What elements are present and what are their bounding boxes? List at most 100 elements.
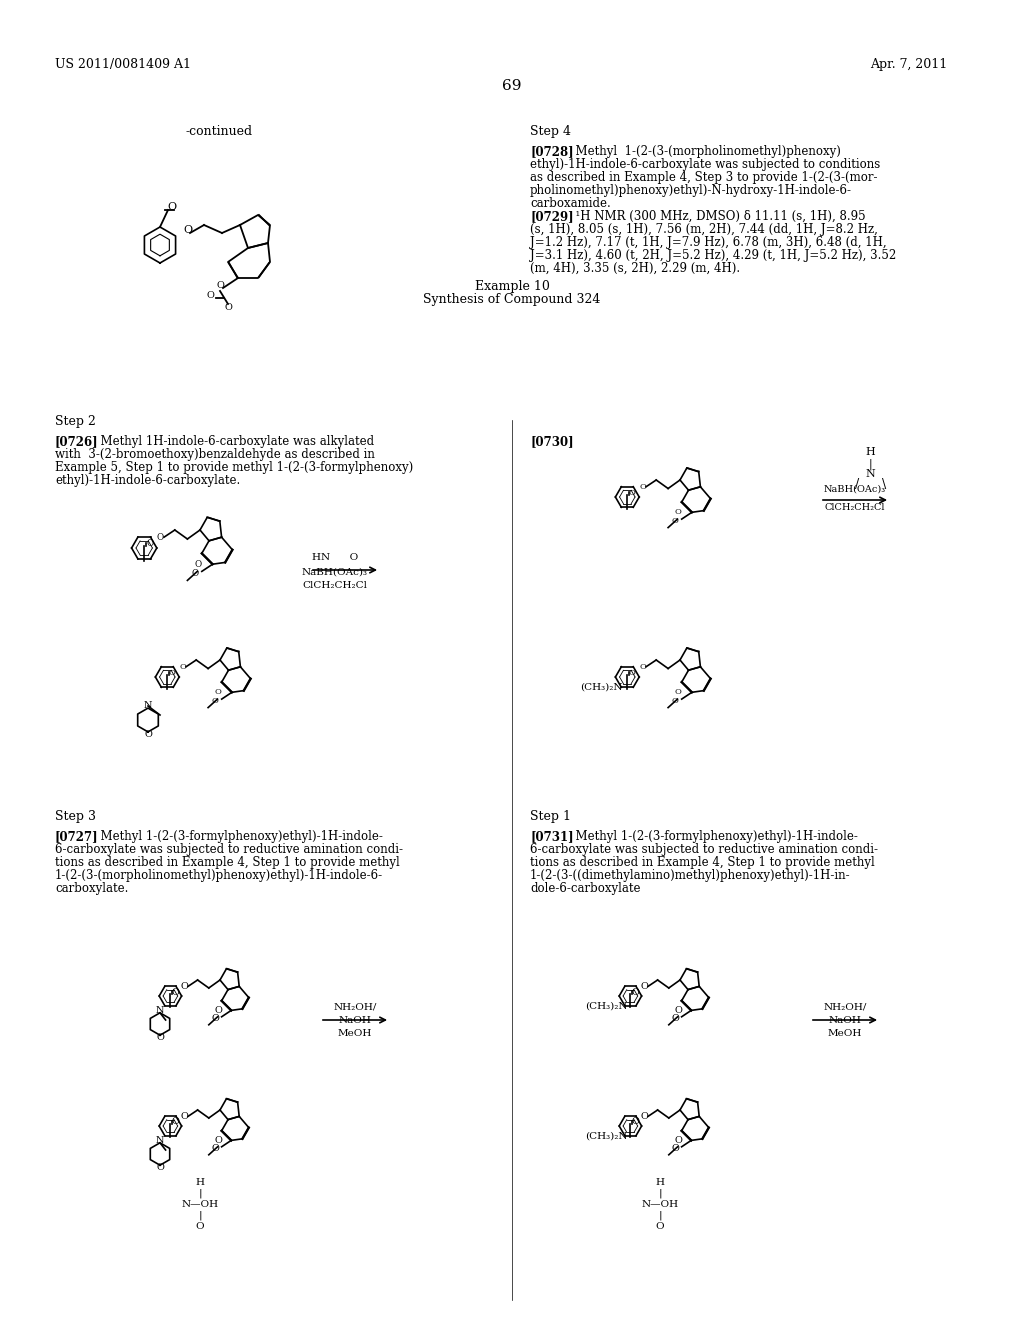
Text: with  3-(2-bromoethoxy)benzaldehyde as described in: with 3-(2-bromoethoxy)benzaldehyde as de… (55, 447, 375, 461)
Text: O: O (206, 292, 214, 301)
Text: O: O (211, 1014, 219, 1023)
Text: 6-carboxylate was subjected to reductive amination condi-: 6-carboxylate was subjected to reductive… (530, 843, 878, 855)
Text: [0730]: [0730] (530, 436, 573, 447)
Text: O: O (629, 669, 636, 677)
Text: O: O (675, 508, 682, 516)
Text: O: O (672, 697, 678, 705)
Text: O: O (631, 1118, 639, 1126)
Text: Methyl 1H-indole-6-carboxylate was alkylated: Methyl 1H-indole-6-carboxylate was alkyl… (93, 436, 374, 447)
Text: [0728]: [0728] (530, 145, 573, 158)
Text: O: O (655, 1222, 665, 1232)
Text: 1-(2-(3-(morpholinomethyl)phenoxy)ethyl)-1H-indole-6-: 1-(2-(3-(morpholinomethyl)phenoxy)ethyl)… (55, 869, 383, 882)
Text: (CH₃)₂N: (CH₃)₂N (585, 1131, 628, 1140)
Text: O: O (146, 539, 154, 548)
Text: O: O (168, 202, 176, 213)
Text: H: H (655, 1177, 665, 1187)
Text: Step 2: Step 2 (55, 414, 96, 428)
Text: NaOH: NaOH (828, 1016, 861, 1026)
Text: US 2011/0081409 A1: US 2011/0081409 A1 (55, 58, 191, 71)
Text: \: \ (882, 478, 886, 491)
Text: carboxamide.: carboxamide. (530, 197, 610, 210)
Text: dole-6-carboxylate: dole-6-carboxylate (530, 882, 640, 895)
Text: /: / (855, 478, 859, 491)
Text: O: O (641, 1111, 649, 1121)
Text: O: O (675, 688, 682, 697)
Text: |: | (868, 458, 871, 470)
Text: ethyl)-1H-indole-6-carboxylate.: ethyl)-1H-indole-6-carboxylate. (55, 474, 241, 487)
Text: N: N (143, 701, 153, 710)
Text: |: | (658, 1189, 662, 1199)
Text: Step 1: Step 1 (530, 810, 571, 822)
Text: Apr. 7, 2011: Apr. 7, 2011 (870, 58, 947, 71)
Text: MeOH: MeOH (827, 1030, 862, 1038)
Text: O: O (214, 1006, 222, 1015)
Text: O: O (196, 1222, 205, 1232)
Text: Example 10: Example 10 (474, 280, 550, 293)
Text: [0729]: [0729] (530, 210, 573, 223)
Text: O: O (212, 697, 218, 705)
Text: O: O (672, 1014, 679, 1023)
Text: O: O (179, 663, 186, 671)
Text: O: O (631, 987, 639, 997)
Text: O: O (157, 533, 164, 541)
Text: O: O (181, 1111, 188, 1121)
Text: O: O (672, 517, 678, 525)
Text: O: O (156, 1034, 164, 1041)
Text: O: O (675, 1006, 682, 1015)
Text: O: O (195, 560, 202, 569)
Text: Step 4: Step 4 (530, 125, 571, 139)
Text: O: O (675, 1137, 682, 1144)
Text: pholinomethyl)phenoxy)ethyl)-N-hydroxy-1H-indole-6-: pholinomethyl)phenoxy)ethyl)-N-hydroxy-1… (530, 183, 852, 197)
Text: 69: 69 (502, 79, 522, 92)
Text: N—OH: N—OH (641, 1200, 679, 1209)
Text: O: O (169, 669, 176, 677)
Text: N: N (865, 469, 874, 479)
Text: [0726]: [0726] (55, 436, 98, 447)
Text: NaBH(OAc)₃: NaBH(OAc)₃ (824, 484, 886, 494)
Text: N: N (156, 1137, 164, 1144)
Text: O: O (183, 224, 193, 235)
Text: ClCH₂CH₂Cl: ClCH₂CH₂Cl (824, 503, 886, 512)
Text: tions as described in Example 4, Step 1 to provide methyl: tions as described in Example 4, Step 1 … (55, 855, 399, 869)
Text: (m, 4H), 3.35 (s, 2H), 2.29 (m, 4H).: (m, 4H), 3.35 (s, 2H), 2.29 (m, 4H). (530, 261, 740, 275)
Text: NH₂OH/: NH₂OH/ (334, 1003, 377, 1012)
Text: O: O (181, 982, 188, 991)
Text: N: N (156, 1006, 164, 1015)
Text: 1-(2-(3-((dimethylamino)methyl)phenoxy)ethyl)-1H-in-: 1-(2-(3-((dimethylamino)methyl)phenoxy)e… (530, 869, 851, 882)
Text: O: O (191, 569, 199, 578)
Text: Methyl 1-(2-(3-formylphenoxy)ethyl)-1H-indole-: Methyl 1-(2-(3-formylphenoxy)ethyl)-1H-i… (93, 830, 383, 843)
Text: -continued: -continued (185, 125, 252, 139)
Text: O: O (156, 1163, 164, 1172)
Text: as described in Example 4, Step 3 to provide 1-(2-(3-(mor-: as described in Example 4, Step 3 to pro… (530, 172, 878, 183)
Text: O: O (224, 304, 232, 313)
Text: carboxylate.: carboxylate. (55, 882, 128, 895)
Text: NaOH: NaOH (339, 1016, 372, 1026)
Text: HN      O: HN O (312, 553, 358, 562)
Text: O: O (144, 730, 152, 739)
Text: Methyl  1-(2-(3-(morpholinomethyl)phenoxy): Methyl 1-(2-(3-(morpholinomethyl)phenoxy… (568, 145, 841, 158)
Text: NH₂OH/: NH₂OH/ (823, 1003, 866, 1012)
Text: Example 5, Step 1 to provide methyl 1-(2-(3-formylphenoxy): Example 5, Step 1 to provide methyl 1-(2… (55, 461, 414, 474)
Text: O: O (211, 1144, 219, 1152)
Text: (CH₃)₂N: (CH₃)₂N (585, 1001, 628, 1010)
Text: O: O (639, 483, 646, 491)
Text: O: O (639, 663, 646, 671)
Text: NaBH(OAc)₃: NaBH(OAc)₃ (302, 568, 368, 577)
Text: O: O (214, 1137, 222, 1144)
Text: (CH₃)₂N: (CH₃)₂N (581, 682, 623, 692)
Text: ClCH₂CH₂Cl: ClCH₂CH₂Cl (302, 581, 368, 590)
Text: ethyl)-1H-indole-6-carboxylate was subjected to conditions: ethyl)-1H-indole-6-carboxylate was subje… (530, 158, 881, 172)
Text: ¹H NMR (300 MHz, DMSO) δ 11.11 (s, 1H), 8.95: ¹H NMR (300 MHz, DMSO) δ 11.11 (s, 1H), … (568, 210, 865, 223)
Text: tions as described in Example 4, Step 1 to provide methyl: tions as described in Example 4, Step 1 … (530, 855, 874, 869)
Text: O: O (672, 1144, 679, 1152)
Text: (s, 1H), 8.05 (s, 1H), 7.56 (m, 2H), 7.44 (dd, 1H, J=8.2 Hz,: (s, 1H), 8.05 (s, 1H), 7.56 (m, 2H), 7.4… (530, 223, 878, 236)
Text: J=1.2 Hz), 7.17 (t, 1H, J=7.9 Hz), 6.78 (m, 3H), 6.48 (d, 1H,: J=1.2 Hz), 7.17 (t, 1H, J=7.9 Hz), 6.78 … (530, 236, 887, 249)
Text: O: O (171, 987, 179, 997)
Text: [0731]: [0731] (530, 830, 573, 843)
Text: MeOH: MeOH (338, 1030, 372, 1038)
Text: [0727]: [0727] (55, 830, 98, 843)
Text: O: O (215, 688, 222, 697)
Text: |: | (199, 1189, 202, 1199)
Text: O: O (216, 281, 224, 290)
Text: Synthesis of Compound 324: Synthesis of Compound 324 (423, 293, 601, 306)
